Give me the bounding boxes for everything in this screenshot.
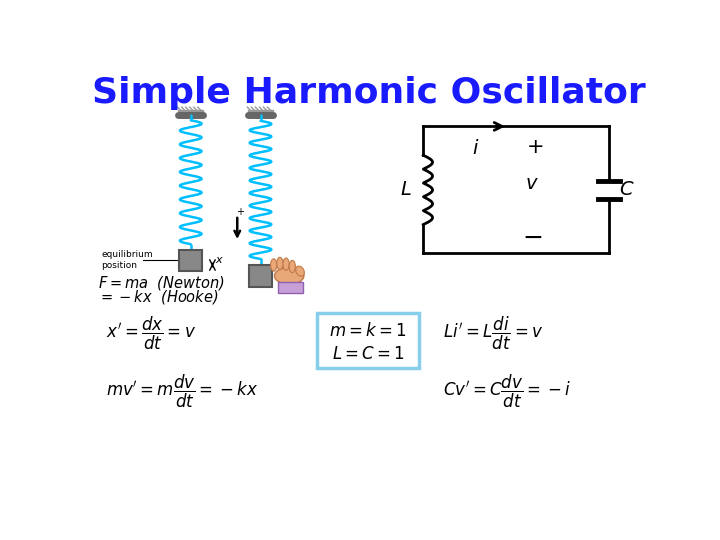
- Text: $i$: $i$: [472, 139, 479, 158]
- Ellipse shape: [296, 266, 305, 276]
- Text: x: x: [215, 255, 222, 266]
- Text: $L$: $L$: [400, 180, 412, 199]
- Text: $Li' = L\dfrac{di}{dt} = v$: $Li' = L\dfrac{di}{dt} = v$: [443, 315, 543, 352]
- Bar: [249, 265, 272, 287]
- Text: $mv' = m\dfrac{dv}{dt} = -kx$: $mv' = m\dfrac{dv}{dt} = -kx$: [106, 373, 258, 410]
- Text: +: +: [235, 207, 243, 217]
- Text: $v$: $v$: [525, 174, 539, 193]
- Bar: [279, 282, 303, 293]
- Text: $x' = \dfrac{dx}{dt} = v$: $x' = \dfrac{dx}{dt} = v$: [106, 315, 196, 352]
- Bar: [179, 249, 202, 271]
- Text: $= -kx$  (Hooke): $= -kx$ (Hooke): [98, 288, 218, 306]
- Text: Simple Harmonic Oscillator: Simple Harmonic Oscillator: [92, 76, 646, 110]
- Text: equilibrium
position: equilibrium position: [102, 251, 153, 271]
- Text: $Cv' = C\dfrac{dv}{dt} = -i$: $Cv' = C\dfrac{dv}{dt} = -i$: [443, 373, 570, 410]
- Text: $L = C = 1$: $L = C = 1$: [332, 345, 405, 363]
- Ellipse shape: [271, 259, 276, 271]
- Text: $C$: $C$: [618, 180, 634, 199]
- Ellipse shape: [276, 257, 283, 269]
- Text: $m = k = 1$: $m = k = 1$: [329, 322, 407, 340]
- Text: $-$: $-$: [521, 225, 542, 248]
- Text: $+$: $+$: [526, 137, 544, 157]
- Ellipse shape: [289, 260, 295, 273]
- FancyBboxPatch shape: [317, 313, 419, 368]
- Ellipse shape: [274, 267, 304, 284]
- Text: $F = ma$  (Newton): $F = ma$ (Newton): [98, 274, 225, 292]
- Ellipse shape: [283, 258, 289, 271]
